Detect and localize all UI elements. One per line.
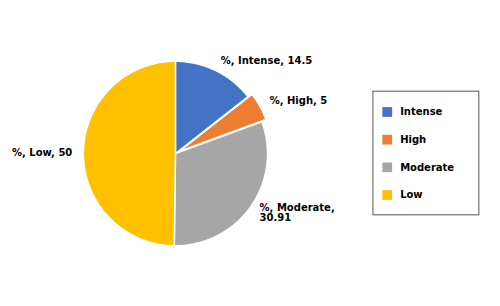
svg-text:Moderate: Moderate — [400, 162, 454, 173]
svg-text:Intense: Intense — [400, 106, 442, 117]
svg-text:%, Moderate,30.91: %, Moderate,30.91 — [260, 202, 335, 223]
svg-text:%, Intense, 14.5: %, Intense, 14.5 — [221, 55, 313, 66]
svg-text:%, High, 5: %, High, 5 — [270, 95, 328, 106]
svg-text:%, Low, 50: %, Low, 50 — [12, 147, 72, 158]
svg-text:High: High — [400, 134, 426, 145]
svg-text:Low: Low — [400, 189, 422, 200]
